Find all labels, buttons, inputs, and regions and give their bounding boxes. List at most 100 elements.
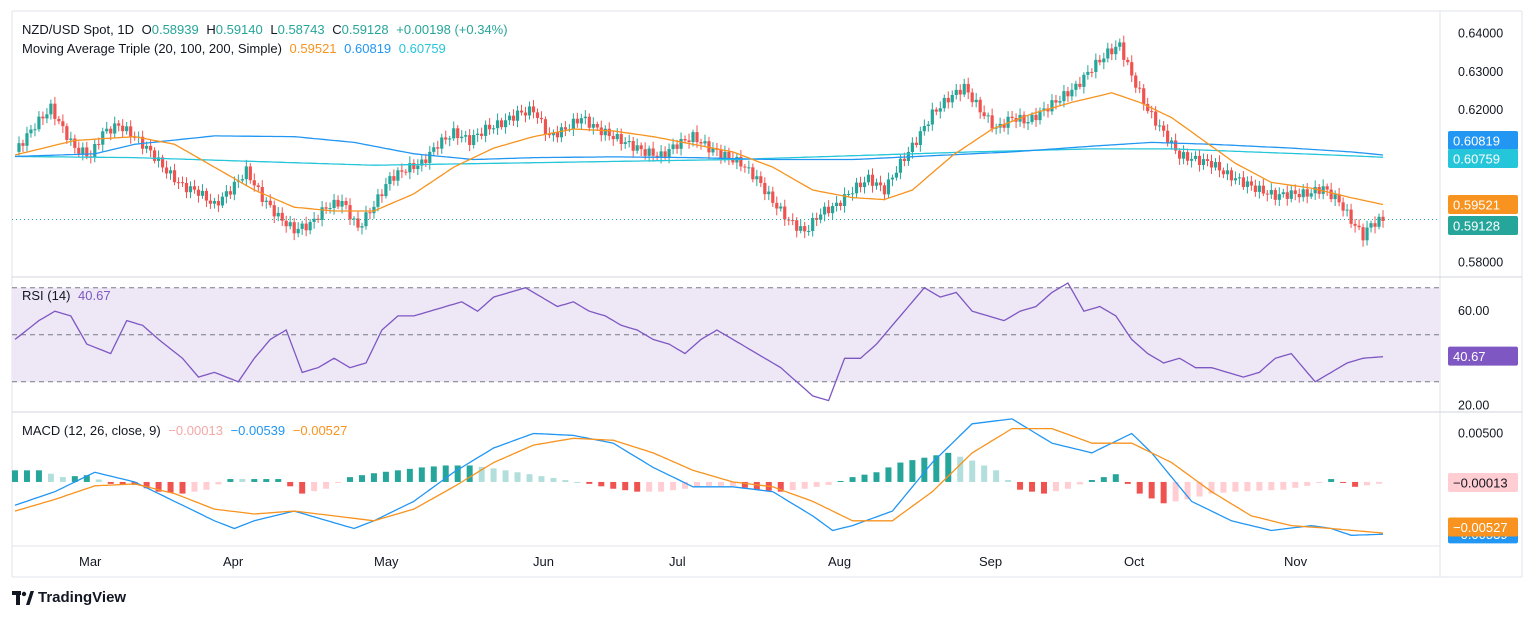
candle-body <box>599 127 603 136</box>
macd-histogram-bar <box>1244 481 1251 492</box>
candle-body <box>1309 193 1313 197</box>
candle-body <box>1074 83 1078 90</box>
price-badge: 0.60819 <box>1453 134 1500 149</box>
candle-body <box>827 206 831 214</box>
rsi-axis-label: 60.00 <box>1458 304 1489 318</box>
candle-body <box>1038 110 1042 121</box>
candle-body <box>1301 189 1305 198</box>
macd-histogram-bar <box>1088 480 1095 482</box>
candle-body <box>37 116 41 130</box>
macd-histogram-bar <box>526 474 533 482</box>
candle-body <box>1110 48 1114 55</box>
candle-body <box>21 143 25 146</box>
candle-body <box>380 194 384 197</box>
candle-body <box>125 126 129 132</box>
candle-body <box>420 159 424 166</box>
macd-histogram-bar <box>466 465 473 482</box>
candle-body <box>982 112 986 117</box>
candle-body <box>663 151 667 157</box>
candle-body <box>862 182 867 188</box>
candle-body <box>523 112 528 116</box>
candle-body <box>834 202 839 207</box>
candle-body <box>1094 59 1098 72</box>
candle-body <box>416 165 420 170</box>
time-axis-label: Jun <box>533 554 554 569</box>
candle-body <box>1285 192 1289 199</box>
macd-histogram-bar <box>382 471 389 482</box>
candle-body <box>495 120 500 129</box>
macd-histogram-bar <box>622 481 629 491</box>
candle-body <box>49 103 53 115</box>
candle-body <box>152 150 157 161</box>
macd-histogram-bar <box>311 481 318 492</box>
candle-body <box>1225 170 1230 175</box>
candle-body <box>595 124 599 128</box>
price-axis-label: 0.58000 <box>1458 255 1503 269</box>
macd-histogram-bar <box>35 470 42 482</box>
candle-body <box>117 123 121 126</box>
candle-body <box>679 139 683 149</box>
tradingview-name: TradingView <box>38 589 127 606</box>
candle-body <box>1086 71 1090 75</box>
price-badge: 0.59521 <box>1453 198 1500 213</box>
candle-body <box>1185 152 1190 161</box>
candle-body <box>141 136 145 149</box>
macd-histogram-bar <box>969 460 976 482</box>
candle-body <box>129 126 133 137</box>
time-axis-label: Sep <box>979 554 1002 569</box>
candle-body <box>511 115 516 121</box>
candle-body <box>220 196 224 206</box>
macd-hist-badge-bg <box>1448 472 1518 492</box>
candle-body <box>555 132 560 138</box>
macd-histogram-bar <box>370 473 377 482</box>
candle-body <box>364 212 368 227</box>
candle-body <box>145 145 149 149</box>
rsi-legend-value: 40.67 <box>78 288 111 303</box>
candle-body <box>699 142 703 144</box>
candle-body <box>771 191 775 203</box>
candle-body <box>547 134 552 136</box>
candle-body <box>1070 89 1074 97</box>
macd-histogram-bar <box>323 481 330 489</box>
candle-body <box>69 138 73 140</box>
macd-histogram-bar <box>861 474 868 482</box>
macd-histogram-bar <box>741 481 748 488</box>
candle-body <box>623 142 627 145</box>
candle-body <box>408 163 412 173</box>
macd-histogram-bar <box>1112 474 1119 482</box>
candle-body <box>1122 42 1126 60</box>
candle-body <box>838 202 843 206</box>
candle-body <box>807 230 811 232</box>
candle-body <box>1261 185 1265 194</box>
candle-body <box>105 128 109 132</box>
macd-histogram-bar <box>993 470 1000 482</box>
candle-body <box>440 137 444 149</box>
candle-body <box>950 95 954 103</box>
candle-body <box>1229 170 1234 181</box>
ma100-value: 0.60819 <box>344 41 392 56</box>
symbol-label: NZD/USD Spot, 1D <box>22 22 134 37</box>
candle-body <box>113 123 117 134</box>
macd-histogram-bar <box>921 457 928 482</box>
candle-body <box>571 118 575 130</box>
candle-body <box>1102 58 1106 63</box>
time-axis-label: Mar <box>79 554 102 569</box>
candle-body <box>376 194 380 207</box>
candle-body <box>340 200 344 207</box>
macd-histogram-bar <box>1220 481 1227 493</box>
macd-histogram-bar <box>275 479 282 482</box>
candle-body <box>488 124 492 130</box>
candle-body <box>480 133 484 136</box>
candle-body <box>324 207 328 209</box>
candle-body <box>476 133 480 136</box>
candle-body <box>711 148 715 153</box>
candle-body <box>356 218 360 228</box>
tradingview-logo[interactable]: TradingView <box>12 589 126 606</box>
candle-body <box>627 140 631 143</box>
candle-body <box>256 185 260 187</box>
candle-body <box>1154 111 1158 126</box>
candle-body <box>1365 227 1369 241</box>
macd-legend: MACD (12, 26, close, 9) −0.00013 −0.0053… <box>22 423 351 438</box>
candle-body <box>200 190 205 196</box>
